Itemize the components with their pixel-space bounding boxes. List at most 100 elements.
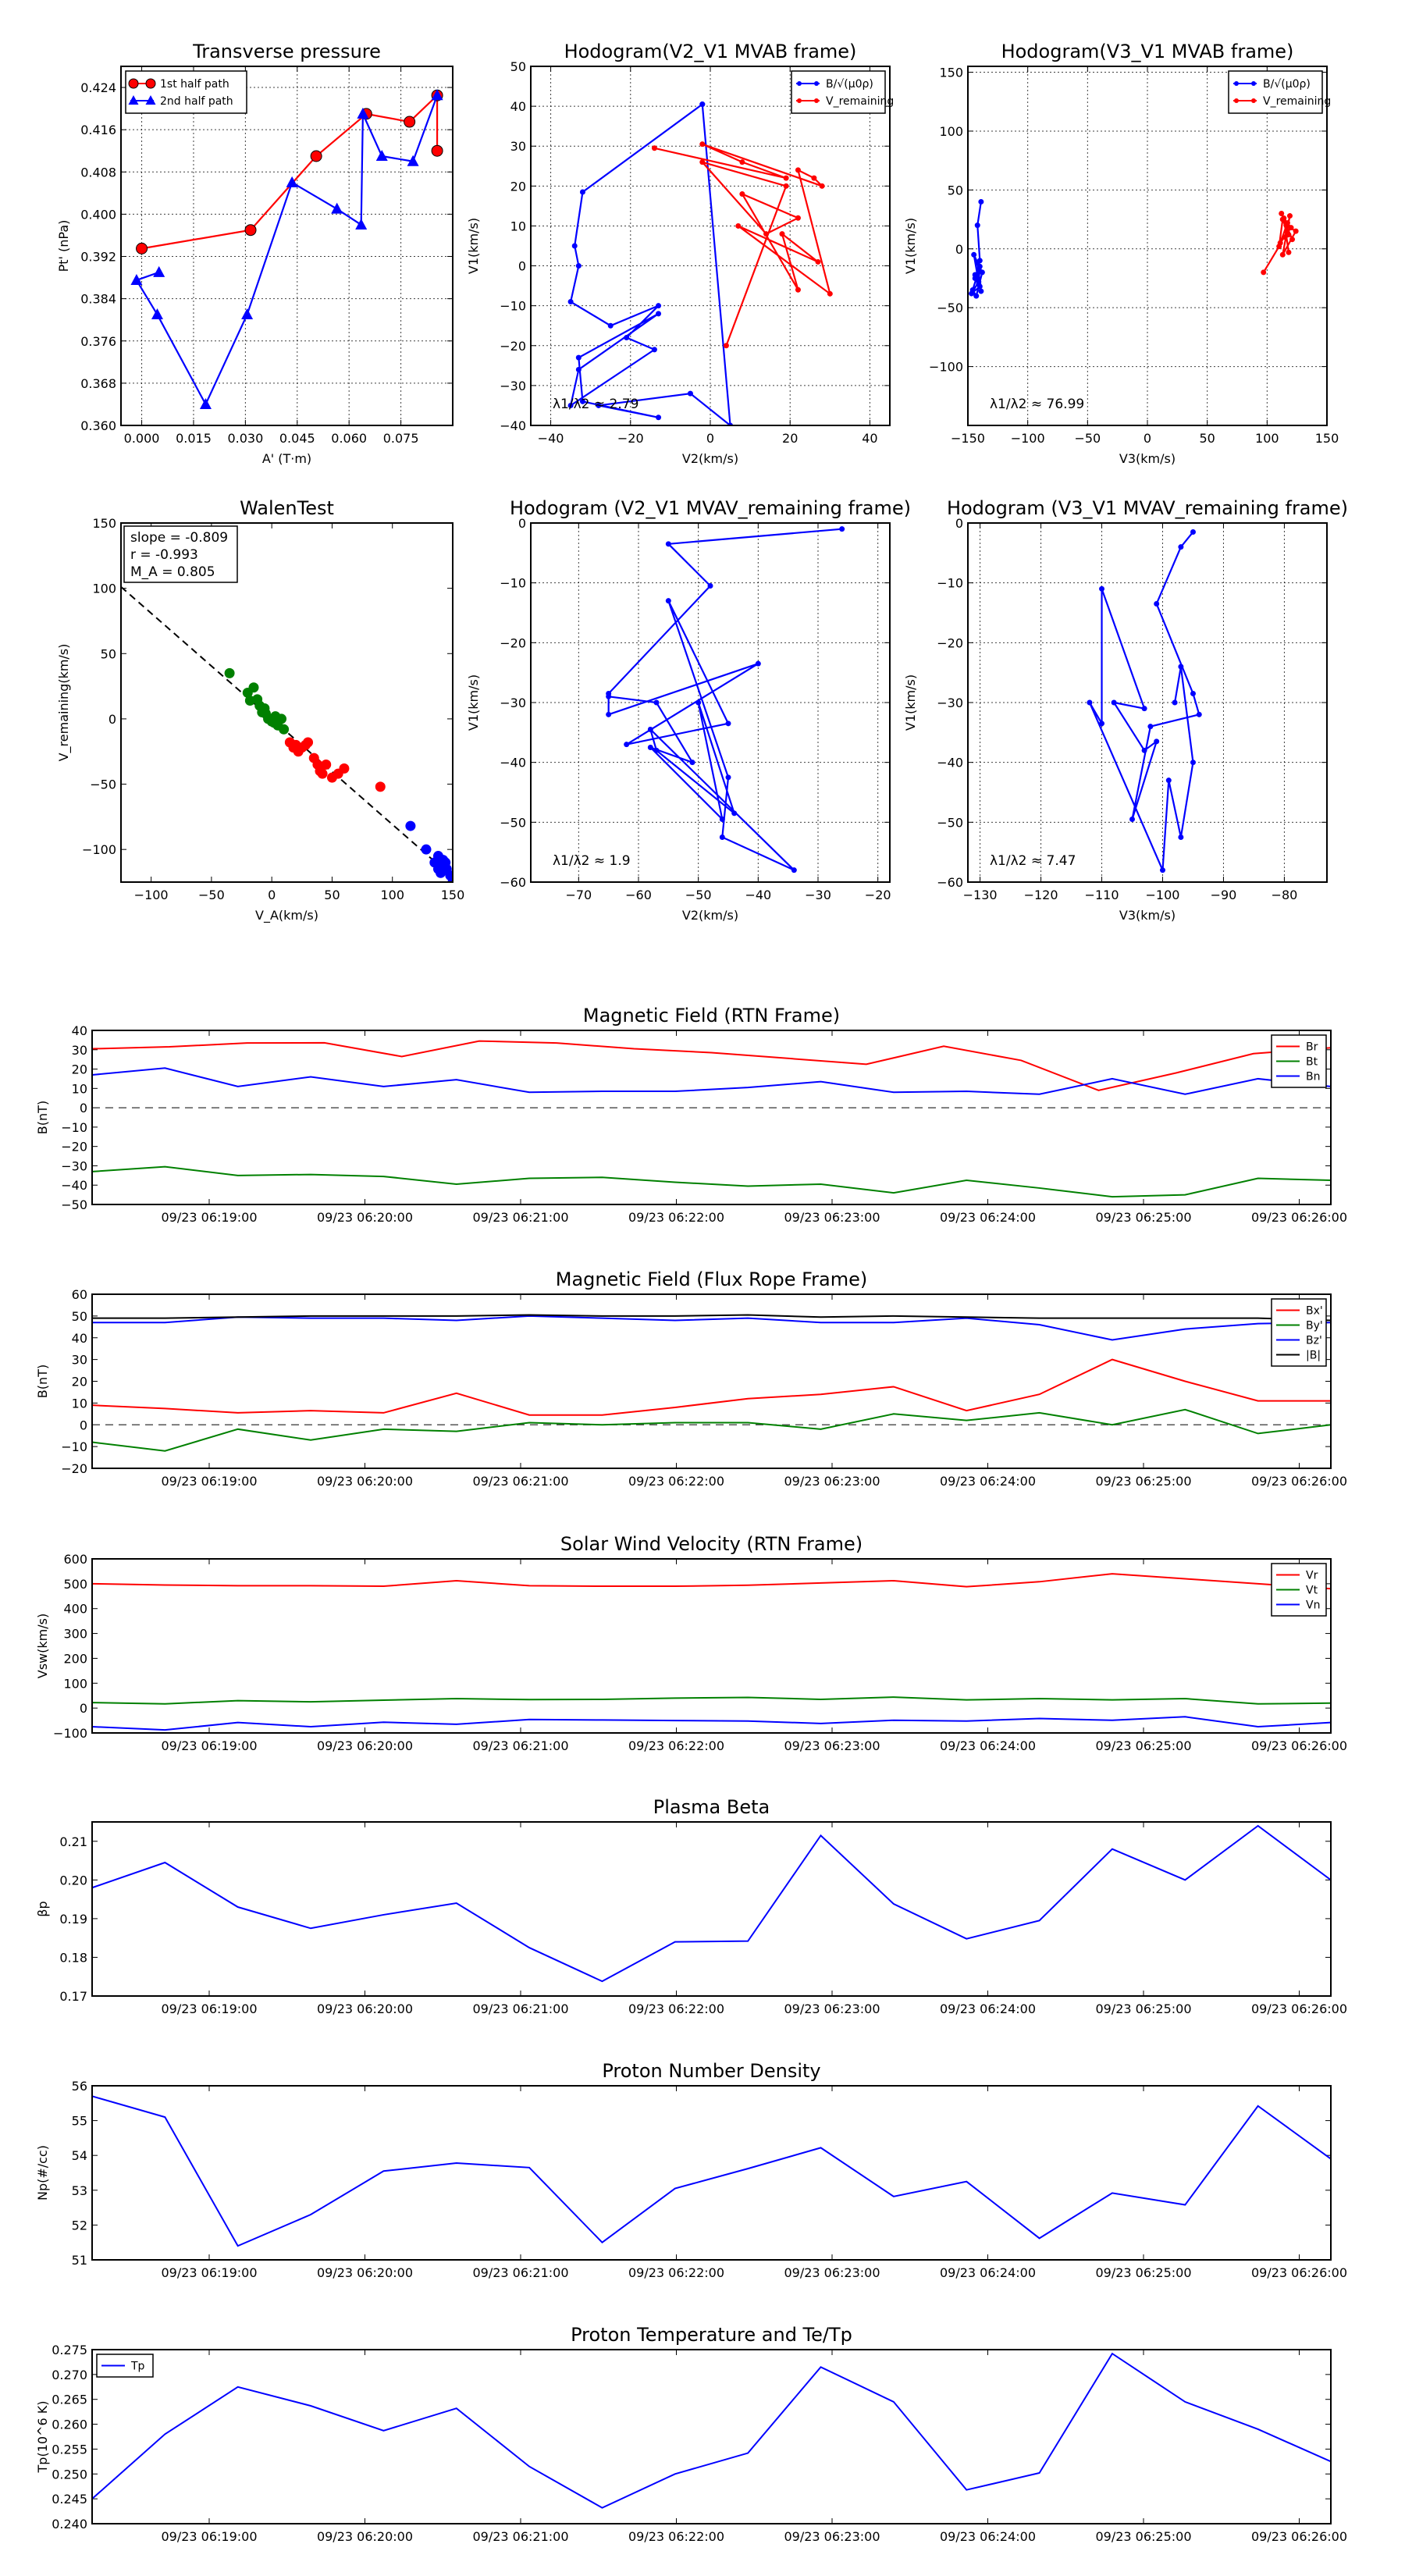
- legend-label: Bx': [1306, 1305, 1323, 1318]
- x-tick-label: 09/23 06:26:00: [1251, 2529, 1347, 2544]
- y-tick-label: −10: [500, 576, 526, 591]
- x-tick-label: 09/23 06:22:00: [628, 1210, 724, 1225]
- x-tick-label: 0.015: [176, 431, 212, 446]
- data-point: [665, 541, 671, 547]
- plot-area: [92, 1824, 1331, 1983]
- legend-label: B/√(μ0ρ): [826, 78, 873, 91]
- legend: B/√(μ0ρ) V_remaining: [791, 70, 894, 114]
- data-point: [969, 290, 975, 297]
- series-line: [92, 1716, 1331, 1731]
- y-axis-label: B(nT): [35, 1101, 50, 1134]
- data-point: [739, 191, 745, 197]
- data-point: [1172, 699, 1178, 706]
- chart-plasma-beta: Plasma Beta 0.17 0.18 0.19 0.20 0.21 09/23 06:…: [35, 1796, 1347, 2016]
- data-point: [723, 343, 729, 349]
- y-tick-label: 0.424: [80, 80, 116, 95]
- chart-title: Hodogram (V3_V1 MVAV_remaining frame): [947, 497, 1348, 519]
- legend-label: 2nd half path: [160, 95, 233, 108]
- x-tick-label: 20: [782, 431, 798, 446]
- scatter-point: [436, 867, 446, 878]
- legend-label: Bn: [1306, 1071, 1320, 1083]
- chart-proton-temp: Proton Temperature and Te/Tp 0.240 0.245 0.…: [35, 2324, 1347, 2544]
- y-axis-label: Vsw(km/s): [35, 1614, 50, 1678]
- chart-hodogram-v3v1-mvab: Hodogram(V3_V1 MVAB frame) −100 −50 0 50 100 1…: [903, 41, 1339, 466]
- y-tick-label: 20: [72, 1375, 87, 1389]
- y-tick-label: 300: [63, 1627, 87, 1642]
- legend-marker: [128, 95, 139, 105]
- series-blue: [405, 820, 453, 882]
- plot-frame: [120, 66, 454, 426]
- y-tick-label: 51: [72, 2253, 87, 2268]
- data-point: [839, 526, 845, 532]
- plot-area: [92, 1040, 1331, 1198]
- x-tick-label: 0.030: [227, 431, 263, 446]
- series-line: [92, 2352, 1331, 2509]
- series-b: [606, 526, 845, 873]
- data-point: [1190, 691, 1196, 696]
- data-point: [972, 272, 978, 278]
- y-tick-label: −40: [61, 1178, 87, 1193]
- data-point: [695, 699, 702, 706]
- data-point: [1099, 720, 1105, 727]
- legend-label: By': [1306, 1320, 1323, 1332]
- data-point: [755, 660, 761, 667]
- data-point: [656, 303, 662, 309]
- x-tick-label: −150: [951, 431, 985, 446]
- chart-mag-rtn: Magnetic Field (RTN Frame) −50 −40 −30 −20 −1…: [35, 1005, 1347, 1225]
- y-tick-label: −100: [929, 360, 963, 375]
- x-tick-label: 09/23 06:20:00: [317, 1210, 413, 1225]
- data-point: [431, 89, 443, 101]
- data-point: [606, 711, 612, 717]
- x-tick-label: 09/23 06:21:00: [472, 2001, 568, 2016]
- y-tick-label: 0.360: [80, 418, 116, 433]
- series-v-remaining: [651, 141, 833, 349]
- x-tick-label: 09/23 06:25:00: [1095, 1738, 1191, 1753]
- legend: Vr Vt Vn: [1271, 1563, 1327, 1617]
- x-tick-label: −40: [745, 888, 771, 902]
- plot-area: [606, 526, 845, 873]
- chart-title: Magnetic Field (Flux Rope Frame): [556, 1268, 867, 1290]
- data-point: [1286, 213, 1293, 219]
- plot-frame: [120, 522, 454, 883]
- data-point: [976, 279, 982, 285]
- data-point: [571, 243, 578, 249]
- plot-frame: [91, 1030, 1332, 1205]
- stats-box: [123, 525, 238, 583]
- data-point: [1147, 724, 1154, 730]
- y-tick-label: 0: [955, 516, 963, 531]
- y-tick-label: 100: [92, 582, 116, 596]
- x-tick-label: −100: [134, 888, 169, 902]
- chart-title: Plasma Beta: [653, 1796, 770, 1818]
- y-tick-label: 0.20: [59, 1873, 87, 1888]
- x-tick-label: 09/23 06:26:00: [1251, 1738, 1347, 1753]
- data-point: [687, 390, 693, 397]
- chart-title: Transverse pressure: [192, 41, 381, 62]
- data-point: [731, 810, 738, 817]
- y-tick-label: 0: [108, 712, 116, 727]
- data-point: [153, 265, 165, 277]
- x-tick-label: 09/23 06:21:00: [472, 1474, 568, 1489]
- x-tick-label: 09/23 06:19:00: [161, 1738, 257, 1753]
- series-line: [92, 1067, 1331, 1095]
- y-tick-label: −40: [937, 756, 963, 770]
- data-point: [819, 183, 825, 189]
- legend-marker: [128, 78, 139, 89]
- y-tick-label: −100: [53, 1726, 87, 1741]
- scatter-point: [244, 695, 255, 706]
- x-tick-label: 09/23 06:22:00: [628, 2265, 724, 2280]
- data-point: [579, 189, 585, 195]
- chart-hodogram-v2v1-mvab: Hodogram(V2_V1 MVAB frame) −40 −30 −20 −10 0 1…: [466, 41, 894, 466]
- x-tick-label: 09/23 06:22:00: [628, 1474, 724, 1489]
- legend-marker: [797, 81, 802, 86]
- data-point: [791, 867, 797, 873]
- data-point: [973, 293, 980, 299]
- series-line: [92, 1358, 1331, 1416]
- y-tick-label: 0.19: [59, 1912, 87, 1927]
- legend-marker: [1234, 98, 1239, 103]
- y-tick-label: 0.240: [52, 2517, 87, 2532]
- x-tick-label: 09/23 06:23:00: [784, 1474, 880, 1489]
- y-tick-label: 60: [72, 1287, 87, 1302]
- series-v-remaining: [1261, 211, 1299, 276]
- series-line: [654, 143, 832, 347]
- data-point: [974, 222, 980, 229]
